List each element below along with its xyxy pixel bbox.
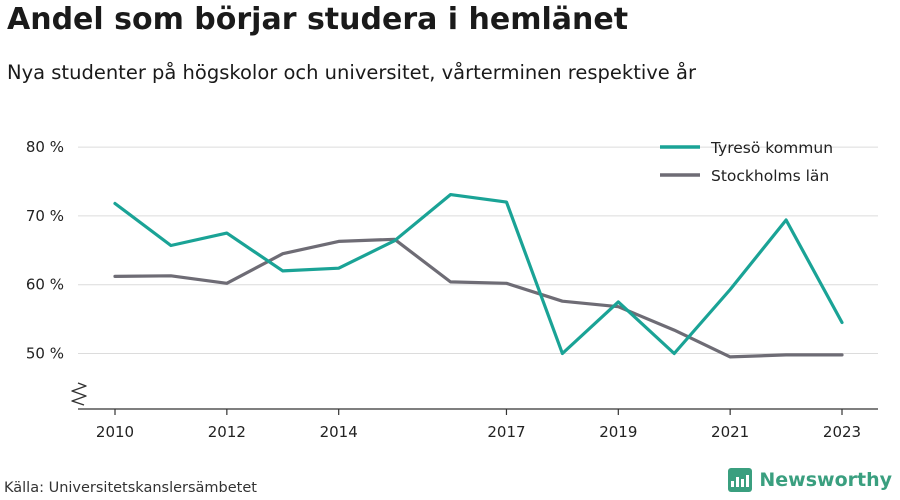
gridlines xyxy=(78,146,878,354)
x-tick-label: 2014 xyxy=(320,423,358,441)
axis-break-icon xyxy=(71,382,87,406)
legend: Tyresö kommun Stockholms län xyxy=(660,139,833,185)
brand-logo: Newsworthy xyxy=(728,468,892,492)
legend-label: Stockholms län xyxy=(711,167,829,185)
y-tick-label: 70 % xyxy=(26,207,64,225)
chart-title: Andel som börjar studera i hemlänet xyxy=(7,2,629,37)
legend-label: Tyresö kommun xyxy=(710,139,833,157)
y-tick-label: 60 % xyxy=(26,276,64,294)
x-tick-label: 2012 xyxy=(208,423,246,441)
y-tick-label: 50 % xyxy=(26,345,64,363)
series-lines xyxy=(113,193,844,359)
chart-subtitle: Nya studenter på högskolor och universit… xyxy=(7,61,696,84)
brand-name: Newsworthy xyxy=(759,469,892,491)
axes: 50 % 60 % 70 % 80 % 2010 2012 2014 2017 2019 2021… xyxy=(26,138,878,441)
series-line xyxy=(113,237,844,359)
x-tick-label: 2021 xyxy=(711,423,749,441)
x-tick-label: 2010 xyxy=(96,423,134,441)
series-line xyxy=(113,193,844,356)
x-tick-label: 2017 xyxy=(487,423,525,441)
x-tick-label: 2023 xyxy=(823,423,861,441)
x-tick-label: 2019 xyxy=(599,423,637,441)
bar-chart-logo-icon xyxy=(728,468,753,492)
y-tick-label: 80 % xyxy=(26,138,64,156)
source-note: Källa: Universitetskanslersämbetet xyxy=(4,480,257,496)
